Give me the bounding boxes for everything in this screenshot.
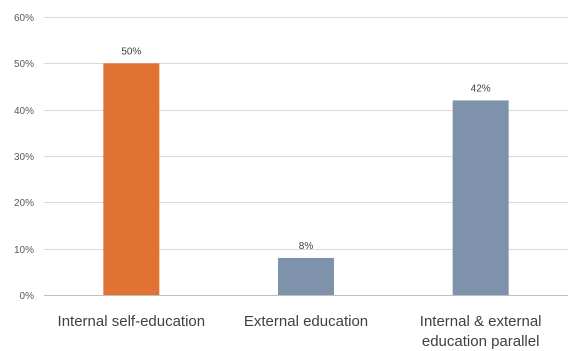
bars (103, 63, 509, 296)
bar (278, 257, 334, 295)
y-tick-label: 20% (14, 198, 34, 209)
data-label: 42% (471, 83, 491, 94)
y-axis-ticks: 0% 10% 20% 30% 40% 50% 60% (14, 13, 34, 302)
category-label: Internal & external (420, 313, 542, 330)
category-label: Internal self-education (58, 313, 206, 330)
y-tick-label: 0% (20, 291, 35, 302)
y-tick-label: 40% (14, 106, 34, 117)
data-labels: 50% 8% 42% (121, 46, 490, 252)
category-labels: Internal self-education External educatio… (58, 313, 542, 350)
y-tick-label: 50% (14, 59, 34, 70)
data-label: 8% (299, 241, 314, 252)
y-tick-label: 60% (14, 13, 34, 24)
category-label: education parallel (422, 333, 540, 350)
y-tick-label: 30% (14, 152, 34, 163)
category-label: External education (244, 313, 368, 330)
bar (103, 63, 160, 296)
y-tick-label: 10% (14, 245, 34, 256)
data-label: 50% (121, 46, 141, 57)
bar (452, 100, 509, 296)
